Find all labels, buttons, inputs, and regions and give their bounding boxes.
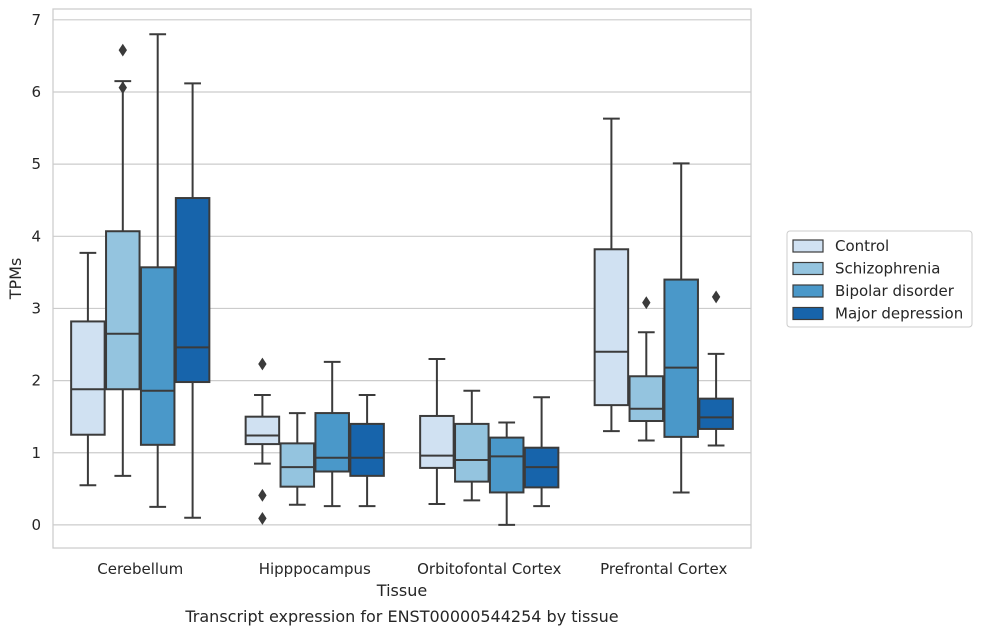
box-body xyxy=(349,422,385,477)
legend-item: Control xyxy=(792,237,889,255)
box-body xyxy=(698,397,734,430)
box-1-2 xyxy=(314,360,350,508)
x-tick-label: Hipppocampus xyxy=(259,560,371,578)
box-body xyxy=(454,422,490,483)
legend-swatch xyxy=(792,284,824,298)
box-body xyxy=(419,414,455,469)
box-body xyxy=(663,278,699,438)
legend-item: Major depression xyxy=(792,305,963,323)
legend-label: Major depression xyxy=(835,305,963,323)
outlier-point xyxy=(258,512,267,525)
y-tick-labels: 0 1 2 3 4 5 6 7 xyxy=(31,11,41,534)
outlier-point xyxy=(711,290,721,304)
legend-label: Control xyxy=(835,237,889,255)
outlier-point xyxy=(118,43,127,57)
box-3-0 xyxy=(593,117,630,433)
legend-swatch xyxy=(792,306,824,321)
x-tick-label: Orbitofontal Cortex xyxy=(417,560,561,578)
box-2-3 xyxy=(523,396,560,508)
box-body xyxy=(244,415,281,446)
y-tick-label: 1 xyxy=(31,444,41,462)
box-body xyxy=(70,320,106,436)
y-tick-label: 2 xyxy=(31,372,41,390)
chart-caption: Transcript expression for ENST0000054425… xyxy=(184,607,618,626)
x-tick-label: Prefrontal Cortex xyxy=(600,560,727,578)
box-body xyxy=(314,412,350,473)
box-3-1 xyxy=(628,296,665,442)
outlier-point xyxy=(118,81,127,95)
legend-label: Schizophrenia xyxy=(835,260,940,278)
y-tick-label: 0 xyxy=(31,516,41,534)
box-0-3 xyxy=(174,82,211,519)
box-1-1 xyxy=(279,412,316,506)
legend: Control Schizophrenia Bipolar disorder Majo… xyxy=(786,230,973,328)
outlier-point xyxy=(642,296,651,310)
box-2-2 xyxy=(488,421,525,526)
legend-swatch xyxy=(792,239,824,253)
box-3-2 xyxy=(663,162,699,494)
y-tick-label: 4 xyxy=(31,227,41,245)
box-0-0 xyxy=(70,251,106,487)
plot-frame xyxy=(52,8,752,549)
outlier-point xyxy=(258,357,267,371)
x-tick-labels: Cerebellum Hipppocampus Orbitofontal Corte… xyxy=(97,560,727,578)
box-body xyxy=(174,197,211,384)
box-body xyxy=(279,442,316,488)
legend-item: Schizophrenia xyxy=(792,260,940,278)
outlier-point xyxy=(258,488,267,502)
box-body xyxy=(593,248,630,407)
box-body xyxy=(488,436,525,494)
legend-frame xyxy=(786,230,973,328)
y-axis-label: TPMs xyxy=(6,258,25,301)
legend-label: Bipolar disorder xyxy=(835,282,955,300)
box-2-1 xyxy=(454,389,490,502)
box-1-3 xyxy=(349,394,385,508)
box-marks xyxy=(70,33,734,526)
box-3-3 xyxy=(698,290,734,447)
legend-items: Control Schizophrenia Bipolar disorder Majo… xyxy=(792,237,963,323)
x-tick-label: Cerebellum xyxy=(97,560,183,578)
y-tick-label: 7 xyxy=(31,11,41,29)
box-0-2 xyxy=(139,33,176,508)
legend-swatch xyxy=(792,261,824,276)
y-tick-label: 3 xyxy=(31,299,41,317)
box-1-0 xyxy=(244,357,281,525)
box-body xyxy=(105,230,141,391)
y-tick-label: 6 xyxy=(31,83,41,101)
box-body xyxy=(139,266,176,446)
legend-item: Bipolar disorder xyxy=(792,282,955,300)
y-tick-label: 5 xyxy=(31,155,41,173)
box-body xyxy=(628,375,665,423)
box-2-0 xyxy=(419,357,455,505)
box-0-1 xyxy=(105,43,141,477)
x-axis-label: Tissue xyxy=(376,581,427,600)
